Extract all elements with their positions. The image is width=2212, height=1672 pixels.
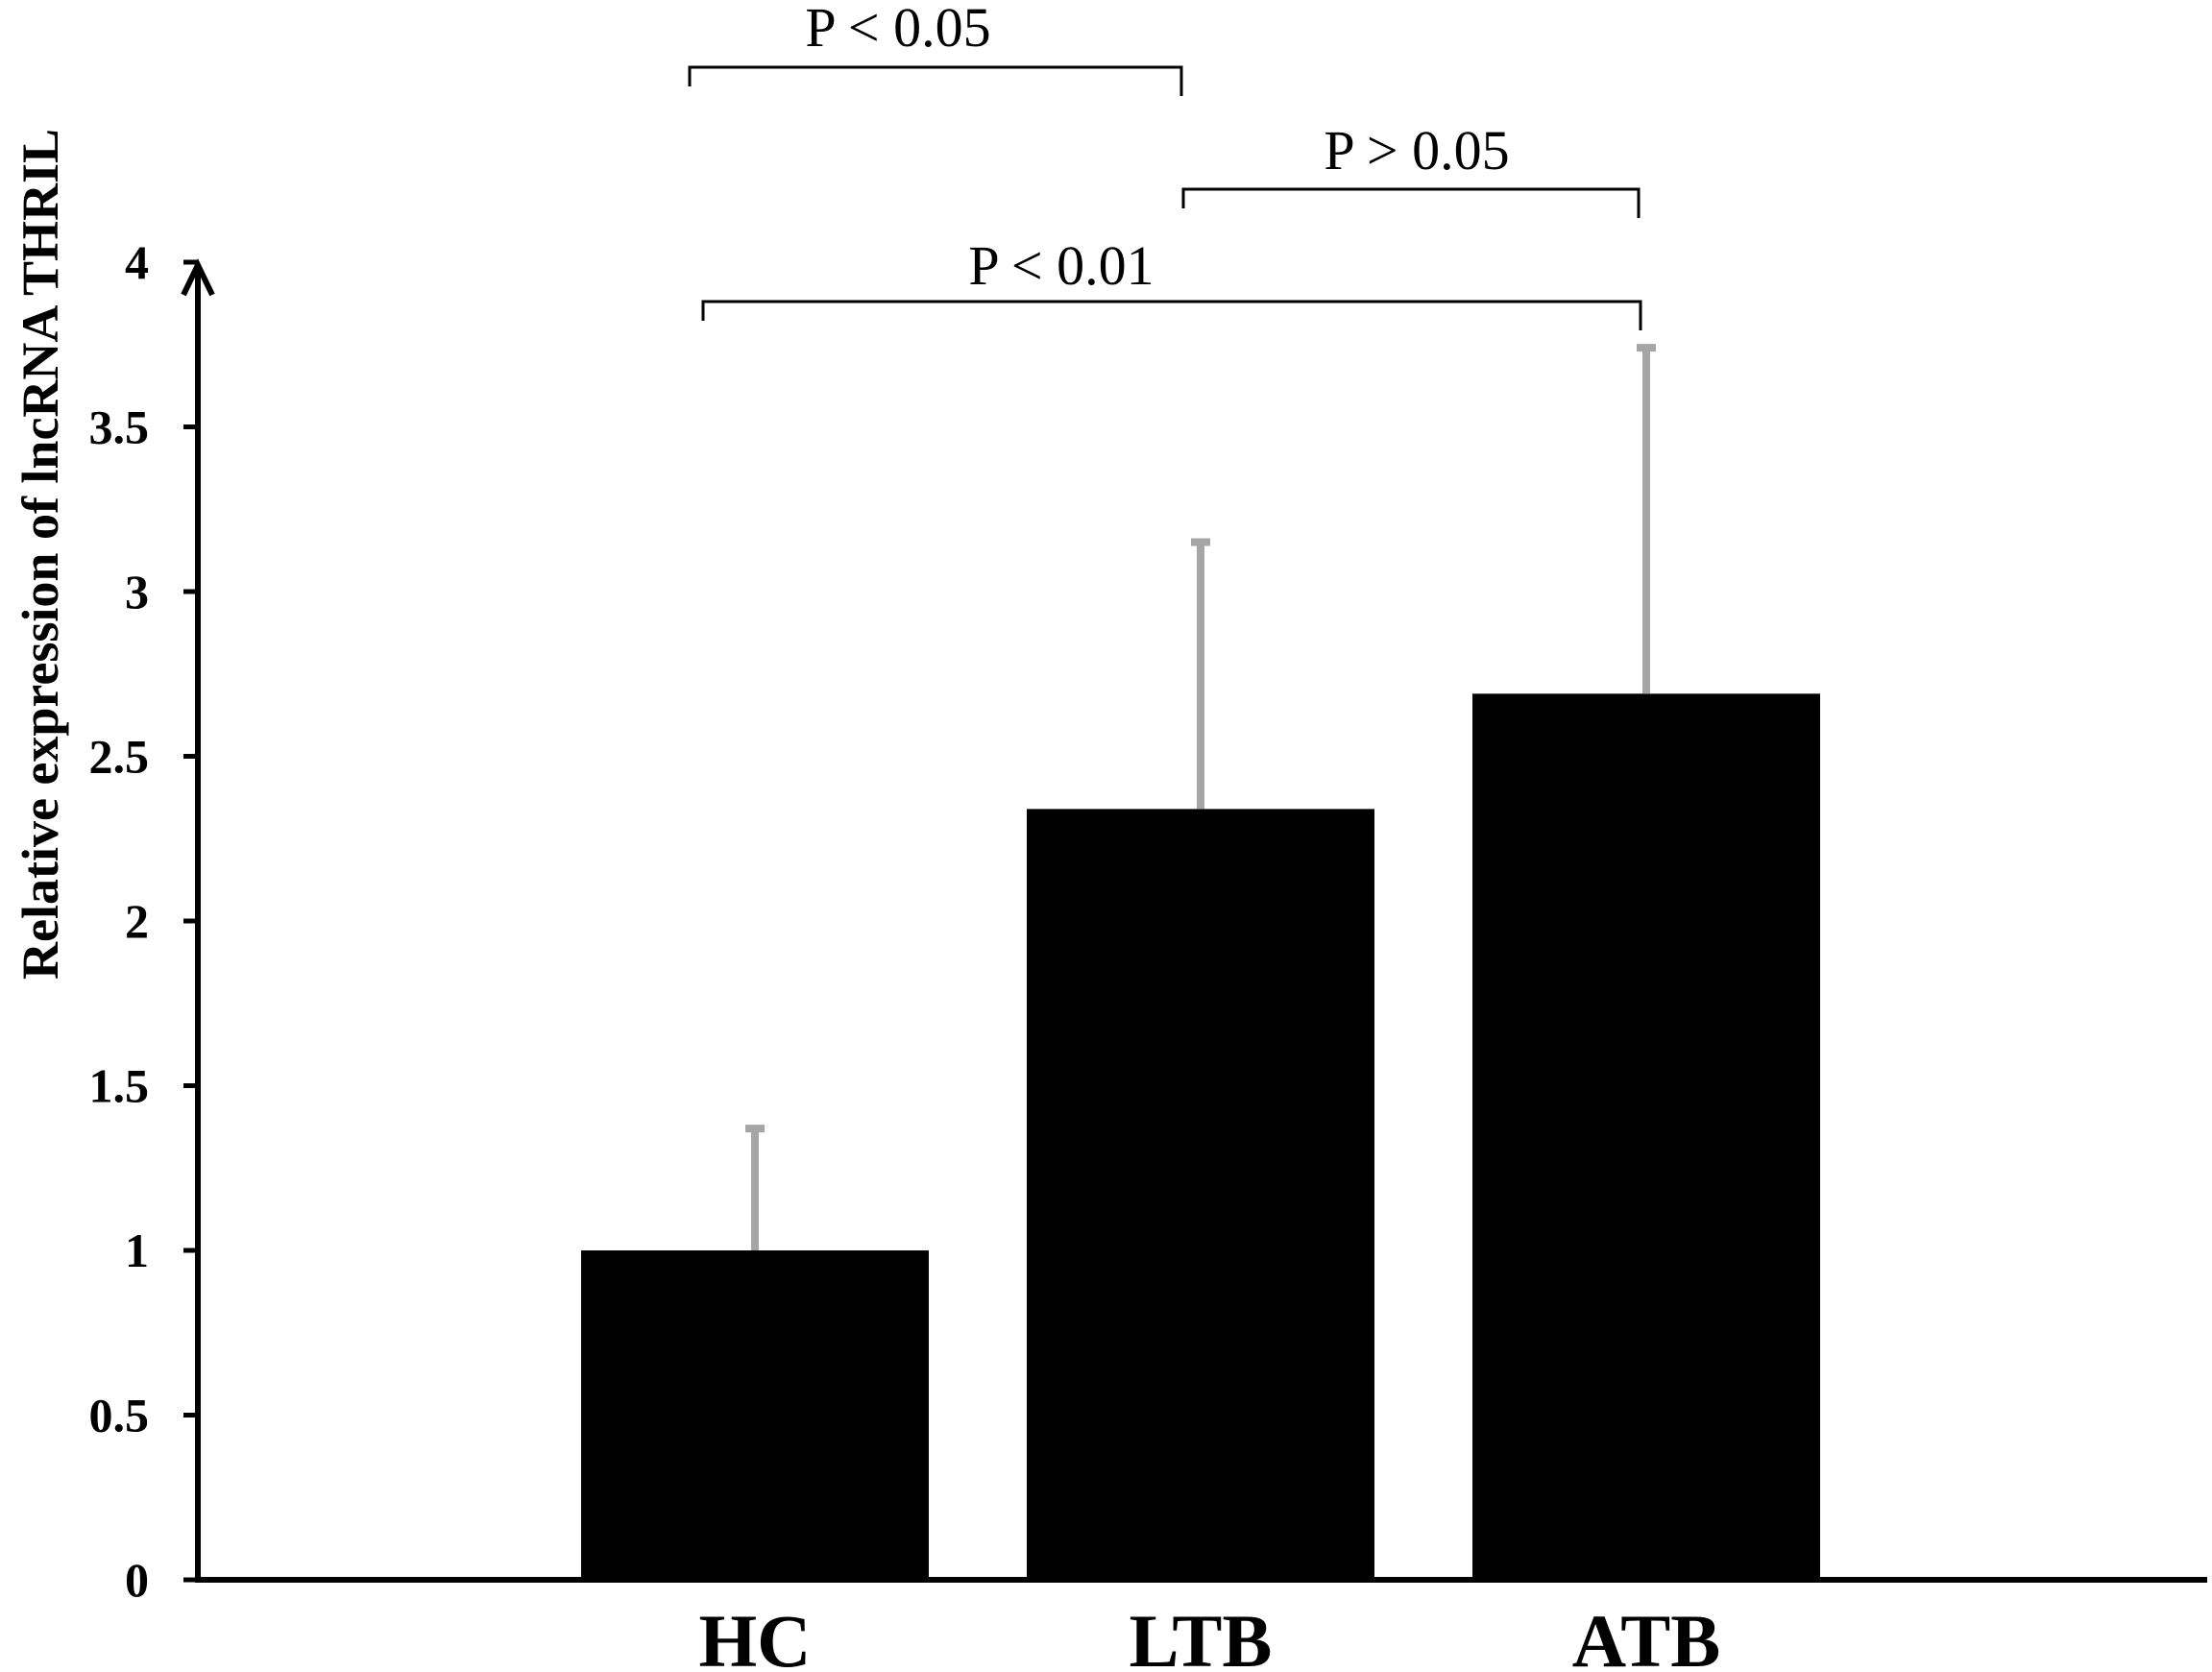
y-tick-label: 3 [125,565,149,618]
significance-bracket [688,65,1183,96]
x-category-label: HC [699,1599,812,1672]
x-labels-group: HC LTB ATB [699,1599,1721,1672]
y-tick-label: 2 [125,894,149,948]
significance-group: P < 0.05 P > 0.05 P < 0.01 [688,0,1642,330]
x-category-label: LTB [1130,1599,1273,1672]
y-tick-label: 4 [125,235,149,289]
significance-bracket [1181,187,1641,218]
significance-label: P < 0.05 [805,0,990,59]
bars-group [581,693,1820,1580]
y-tick-label: 3.5 [89,400,150,454]
y-axis-label: Relative expression of lncRNA THRIL [12,129,69,980]
significance-bracket [701,300,1642,330]
significance-label: P > 0.05 [1324,119,1509,182]
y-tick-label: 1 [125,1224,149,1277]
y-axis-arrow [181,258,215,297]
axes-group [181,258,2207,1583]
error-bars-group [745,344,1656,1250]
bar-atb [1472,693,1820,1580]
x-category-label: ATB [1572,1599,1721,1672]
y-ticks-group: 0 0.5 1 1.5 2 2.5 3 3.5 4 [89,235,198,1607]
y-tick-label: 2.5 [89,730,150,784]
y-tick-label: 0 [125,1553,149,1607]
bar-ltb [1027,809,1374,1580]
bar-hc [581,1250,929,1580]
y-tick-label: 0.5 [89,1389,150,1442]
significance-label: P < 0.01 [968,234,1154,297]
y-tick-label: 1.5 [89,1059,150,1113]
